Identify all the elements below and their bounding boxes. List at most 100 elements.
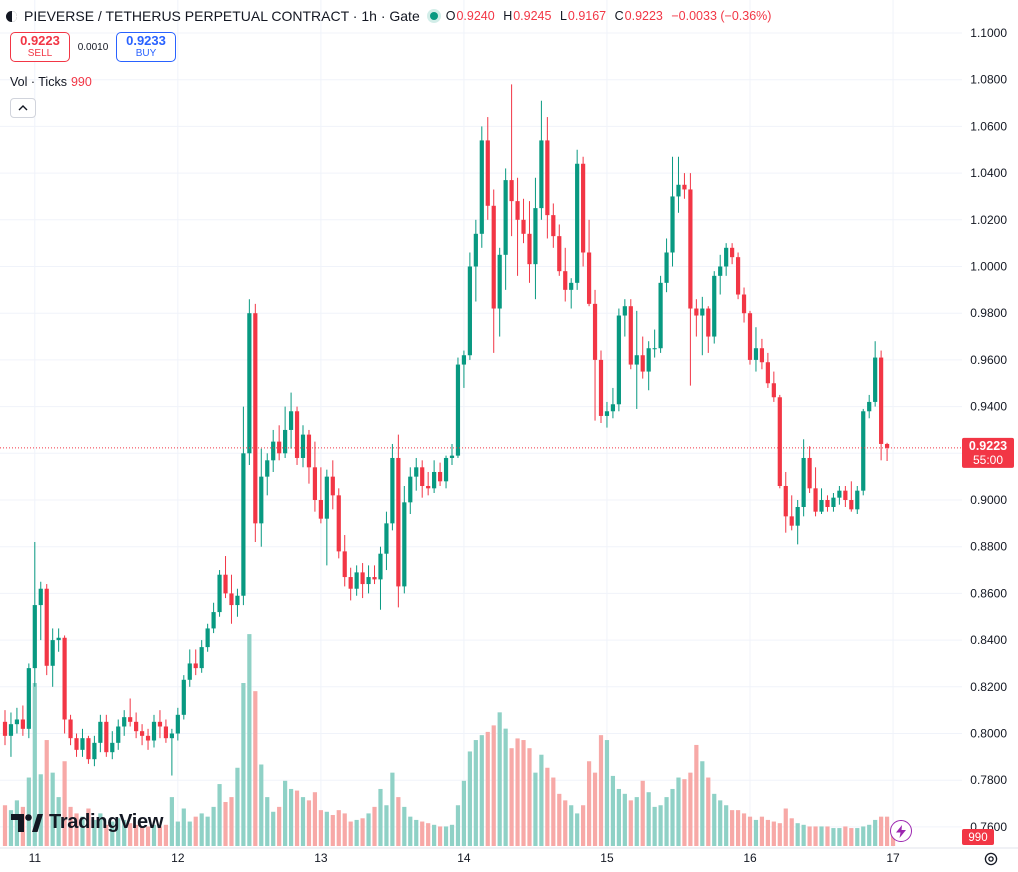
- volume-legend-title: Vol · Ticks: [10, 75, 67, 89]
- candle-body: [759, 348, 765, 363]
- candle-body: [586, 252, 592, 304]
- volume-bar: [271, 811, 276, 846]
- price-tick-label: 0.8600: [970, 586, 1007, 600]
- candle: [32, 542, 37, 687]
- candle: [151, 714, 157, 748]
- candle: [747, 310, 753, 365]
- price-tick-label: 1.0200: [970, 213, 1007, 227]
- candle: [163, 719, 169, 743]
- volume-bar: [777, 823, 782, 846]
- volume-bar: [765, 819, 770, 846]
- candle-body: [825, 500, 830, 508]
- price-tick-label: 1.0800: [970, 73, 1007, 87]
- candle-body: [229, 593, 234, 606]
- tradingview-logo[interactable]: TradingView: [11, 811, 163, 834]
- volume-bar: [688, 772, 693, 846]
- volume-bar: [592, 772, 598, 846]
- sell-price: 0.9223: [20, 33, 60, 48]
- volume-bar: [509, 748, 514, 846]
- volume-bar: [735, 810, 741, 846]
- volume-bar: [539, 754, 544, 846]
- volume-bar: [157, 826, 163, 846]
- candle: [56, 628, 61, 652]
- candle: [539, 100, 544, 220]
- candle-body: [426, 485, 431, 489]
- candle: [688, 173, 693, 386]
- price-tick-label: 1.1000: [970, 26, 1007, 40]
- settings-icon[interactable]: [983, 851, 999, 867]
- volume-bar: [175, 821, 180, 846]
- candle-body: [521, 219, 526, 234]
- price-axis[interactable]: 1.1000 1.0800 1.0600 1.0400 1.0200 1.0000 0.98…: [970, 26, 1007, 834]
- volume-bar: [879, 816, 884, 846]
- volume-bar: [455, 805, 461, 846]
- candle-body: [205, 628, 210, 648]
- candle: [849, 481, 854, 512]
- candle-body: [360, 572, 365, 585]
- candle-body: [616, 315, 621, 405]
- price-tick-label: 1.0000: [970, 260, 1007, 274]
- candle: [795, 500, 800, 545]
- volume-bar: [694, 744, 699, 846]
- candle-body: [610, 404, 616, 412]
- candle-body: [724, 247, 729, 267]
- volume-bar: [98, 813, 103, 846]
- volume-bar: [74, 813, 79, 846]
- volume-bar: [92, 819, 97, 846]
- volume-bar: [306, 800, 312, 846]
- volume-bar: [14, 800, 20, 846]
- candle: [223, 556, 228, 599]
- volume-bar: [163, 824, 169, 846]
- candle: [706, 306, 711, 353]
- candle-body: [622, 306, 627, 316]
- volume-bar: [348, 821, 353, 846]
- volume-bar: [586, 761, 592, 846]
- buy-button[interactable]: 0.9233 BUY: [116, 32, 176, 62]
- volume-bars: [2, 634, 896, 846]
- candle: [759, 338, 765, 370]
- candle-body: [730, 247, 735, 258]
- volume-bar: [884, 816, 890, 846]
- candle-body: [122, 717, 127, 727]
- volume-legend[interactable]: Vol · Ticks 990: [10, 75, 92, 89]
- volume-bar: [557, 793, 562, 846]
- candle-body: [604, 411, 610, 416]
- time-axis[interactable]: 11 12 13 14 15 16 17: [0, 847, 1018, 865]
- volume-bar: [8, 810, 14, 846]
- candle-body: [283, 429, 288, 454]
- candle: [414, 457, 419, 491]
- candle: [765, 352, 770, 388]
- candle-body: [861, 411, 866, 491]
- volume-bar: [38, 774, 43, 846]
- symbol-title[interactable]: PIEVERSE / TETHERUS PERPETUAL CONTRACT ·…: [24, 8, 420, 24]
- candle-body: [223, 574, 228, 594]
- volume-bar: [110, 821, 115, 846]
- volume-bar: [837, 828, 842, 846]
- candle-body: [795, 507, 800, 526]
- candle-body: [837, 490, 842, 498]
- candle-body: [712, 275, 717, 337]
- volume-bar: [497, 712, 502, 846]
- candle: [199, 640, 204, 673]
- candle: [360, 563, 365, 599]
- volume-bar: [640, 780, 645, 846]
- volume-bar: [831, 828, 836, 846]
- volume-bar: [700, 761, 705, 846]
- candle: [616, 308, 621, 412]
- volume-bar: [706, 777, 711, 846]
- candle: [193, 649, 198, 676]
- candle-body: [491, 205, 496, 309]
- volume-bar: [169, 797, 174, 846]
- lightning-button[interactable]: [890, 820, 912, 842]
- candles: [2, 84, 890, 776]
- trade-buttons: 0.9223 SELL 0.0010 0.9233 BUY: [10, 32, 176, 62]
- candle-body: [676, 184, 681, 197]
- volume-bar: [449, 824, 455, 846]
- sell-button[interactable]: 0.9223 SELL: [10, 32, 70, 62]
- volume-bar: [56, 797, 61, 846]
- candle-body: [247, 313, 252, 454]
- collapse-legend-button[interactable]: [10, 98, 36, 118]
- volume-bar: [205, 816, 210, 846]
- candle-body: [831, 497, 836, 508]
